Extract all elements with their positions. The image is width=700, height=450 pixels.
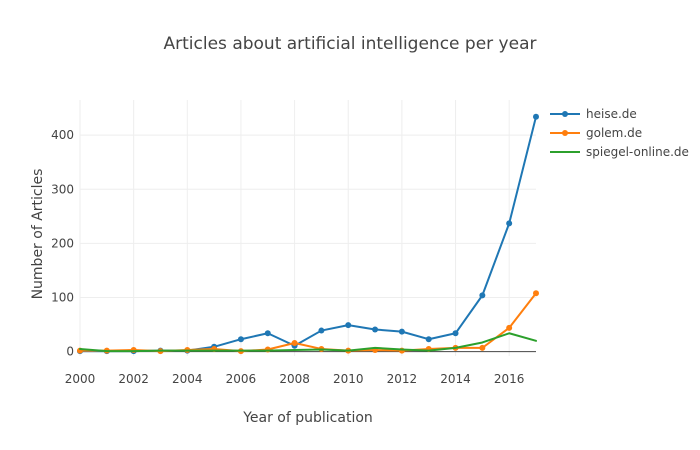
x-tick-label: 2000: [65, 372, 96, 386]
legend-item[interactable]: heise.de: [550, 107, 637, 121]
x-axis-title: Year of publication: [242, 410, 373, 426]
data-point: [425, 336, 432, 343]
data-point: [318, 327, 325, 334]
data-point: [398, 328, 405, 335]
legend-item[interactable]: spiegel-online.de: [550, 145, 689, 159]
data-point: [506, 324, 513, 331]
x-tick-label: 2002: [118, 372, 149, 386]
y-axis-title: Number of Articles: [30, 169, 46, 300]
data-point: [345, 322, 352, 329]
data-point: [291, 340, 298, 347]
data-point: [264, 330, 271, 337]
legend-item[interactable]: golem.de: [550, 126, 642, 140]
x-tick-label: 2004: [172, 372, 203, 386]
y-axis-ticks: 0 100 200 300 400: [51, 128, 74, 358]
x-tick-label: 2006: [226, 372, 257, 386]
series-line: [79, 332, 537, 353]
chart-title: Articles about artificial intelligence p…: [164, 34, 537, 54]
x-tick-label: 2014: [440, 372, 471, 386]
data-point: [372, 326, 379, 333]
legend[interactable]: heise.de golem.de spiegel-online.de: [550, 107, 689, 159]
x-tick-label: 2008: [279, 372, 310, 386]
legend-label: golem.de: [586, 126, 642, 140]
y-tick-label: 200: [51, 236, 74, 250]
data-point: [452, 330, 459, 337]
x-tick-label: 2012: [387, 372, 418, 386]
y-tick-label: 0: [66, 345, 74, 359]
x-gridlines: [79, 100, 510, 356]
data-point: [479, 344, 486, 351]
data-point: [237, 336, 244, 343]
data-point: [130, 347, 137, 354]
legend-swatch-marker: [562, 111, 568, 117]
legend-label: heise.de: [586, 107, 637, 121]
y-tick-label: 400: [51, 128, 74, 142]
legend-label: spiegel-online.de: [586, 145, 689, 159]
x-axis-ticks: 2000 2002 2004 2006 2008 2010 2012 2014 2016: [65, 372, 525, 386]
series-layer: [77, 113, 539, 355]
y-tick-label: 300: [51, 182, 74, 196]
y-gridlines: [80, 134, 536, 299]
y-tick-label: 100: [51, 291, 74, 305]
data-point: [533, 113, 539, 120]
data-point: [533, 290, 539, 297]
data-point: [506, 220, 513, 227]
series-spiegel-online-de: [79, 332, 537, 353]
data-point: [264, 346, 271, 353]
data-point: [479, 292, 486, 299]
legend-swatch-marker: [562, 130, 568, 136]
x-tick-label: 2010: [333, 372, 364, 386]
x-tick-label: 2016: [494, 372, 525, 386]
